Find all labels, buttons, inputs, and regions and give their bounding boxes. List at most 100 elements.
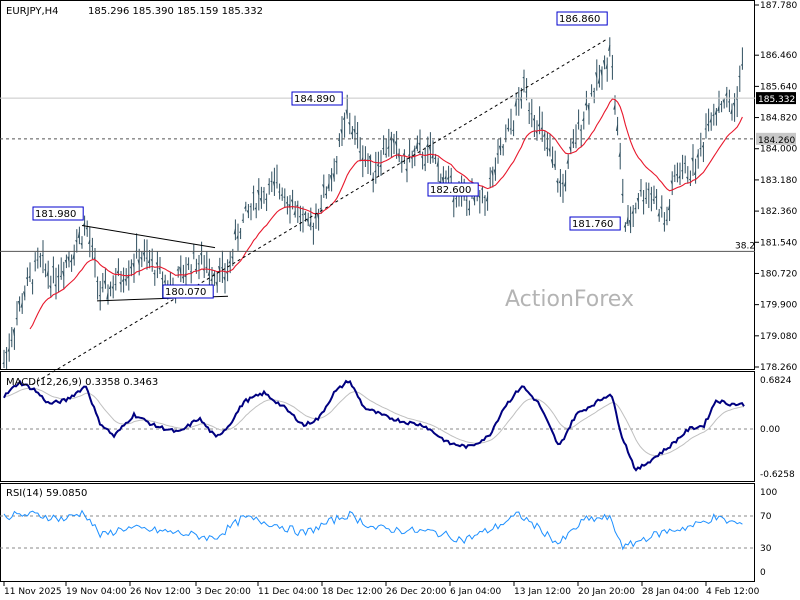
price-bar-tick: [322, 184, 325, 188]
price-bar-tick: [17, 300, 21, 306]
price-bar-tick: [69, 259, 73, 263]
price-axis-label: 183.180: [760, 176, 797, 186]
price-bar-tick: [410, 157, 413, 159]
price-bar-tick: [693, 170, 697, 175]
price-bar-tick: [236, 235, 239, 239]
price-bar-tick: [267, 183, 270, 186]
price-bar-tick: [488, 177, 491, 180]
price-bar-tick: [647, 188, 650, 191]
price-bar-tick: [426, 143, 429, 148]
price-bar-tick: [626, 216, 629, 225]
price-bar-tick: [452, 198, 455, 203]
price-bar-tick: [709, 118, 712, 123]
price-axis-label: 184.000: [760, 145, 797, 155]
price-bar-tick: [88, 239, 91, 245]
header-ohlc: 185.296 185.390 185.159 185.332: [88, 6, 263, 17]
price-bar-tick: [319, 207, 322, 210]
time-axis-label: 18 Dec 12:00: [322, 587, 383, 597]
price-bar-tick: [124, 278, 127, 282]
price-bar-tick: [548, 148, 551, 153]
price-bar-tick: [7, 348, 10, 352]
price-bar-tick: [420, 156, 424, 159]
price-bar-tick: [67, 256, 70, 262]
price-bar-tick: [550, 159, 554, 165]
price-bar-tick: [179, 266, 182, 274]
price-bar-tick: [342, 116, 346, 120]
price-bar-tick: [654, 195, 658, 199]
price-bar-tick: [155, 262, 158, 266]
price-bar-tick: [615, 124, 619, 132]
price-bar-tick: [285, 201, 288, 204]
price-bar-tick: [691, 157, 694, 162]
price-bar-tick: [722, 99, 725, 104]
price-bar-tick: [142, 252, 145, 257]
macd-title: MACD(12,26,9) 0.3358 0.3463: [6, 377, 158, 388]
price-bar-tick: [582, 118, 585, 122]
price-bar-tick: [356, 132, 358, 135]
price-bar-tick: [51, 266, 54, 268]
watermark: ActionForex: [505, 287, 634, 312]
price-bar-tick: [621, 193, 624, 196]
price-bar-tick: [337, 139, 340, 142]
price-bar-tick: [397, 153, 400, 159]
price-bar-tick: [400, 160, 403, 164]
price-bar-tick: [296, 204, 299, 207]
price-bar-tick: [119, 282, 122, 285]
price-bar-tick: [96, 280, 98, 283]
price-bar-tick: [28, 275, 31, 279]
price-bar-tick: [223, 276, 226, 281]
price-bar-tick: [121, 278, 125, 282]
price-bar-tick: [376, 164, 379, 167]
price-bar-tick: [485, 196, 489, 202]
price-bar-tick: [199, 253, 203, 256]
rsi-title: RSI(14) 59.0850: [6, 488, 87, 499]
price-bar-tick: [725, 92, 728, 96]
price-bar-tick: [394, 141, 398, 146]
price-bar-tick: [444, 175, 447, 180]
price-bar-tick: [738, 75, 741, 78]
price-bar-tick: [449, 175, 452, 178]
price-bar-tick: [602, 60, 606, 66]
price-bar-tick: [571, 140, 574, 144]
price-bar-tick: [241, 219, 244, 221]
price-bar-tick: [207, 271, 210, 276]
price-bar-tick: [673, 175, 676, 177]
price-bar-tick: [114, 283, 117, 286]
price-bar-tick: [613, 104, 616, 110]
price-bar-tick: [132, 263, 135, 268]
price-bar-tick: [389, 136, 392, 141]
price-bar-tick: [101, 286, 104, 289]
time-axis-label: 26 Nov 12:00: [130, 587, 191, 597]
price-bar-tick: [649, 193, 652, 195]
price-bar-tick: [5, 351, 7, 354]
price-bar-tick: [194, 268, 197, 272]
price-bar-tick: [556, 180, 559, 184]
price-bar-tick: [670, 180, 673, 185]
price-bar-tick: [176, 268, 179, 271]
price-bar-tick: [545, 146, 548, 150]
time-axis-label: 19 Nov 04:00: [66, 587, 127, 597]
price-bar-tick: [566, 159, 569, 164]
price-bar-tick: [642, 199, 644, 202]
price-bar-tick: [706, 123, 710, 127]
price-bar-tick: [340, 129, 343, 135]
price-bar-tick: [644, 197, 647, 200]
price-bar-tick: [483, 196, 486, 199]
header-symbol: EURJPY,H4: [6, 6, 59, 17]
price-bar-tick: [90, 245, 93, 247]
price-annotation-box: [569, 216, 621, 231]
price-bar-tick: [561, 181, 564, 185]
price-bar-tick: [628, 220, 632, 228]
price-bar-tick: [413, 148, 416, 152]
price-bar-tick: [116, 270, 119, 274]
price-bar-tick: [350, 131, 353, 135]
price-bar-tick: [23, 291, 26, 297]
price-bar-tick: [597, 78, 600, 84]
price-bar-tick: [265, 198, 267, 201]
rsi-line: [3, 509, 743, 551]
price-bar-tick: [491, 170, 494, 176]
price-bar-tick: [379, 164, 382, 168]
price-bar-tick: [540, 127, 543, 130]
time-axis-label: 13 Jan 12:00: [514, 587, 571, 597]
price-bar-tick: [667, 205, 671, 211]
